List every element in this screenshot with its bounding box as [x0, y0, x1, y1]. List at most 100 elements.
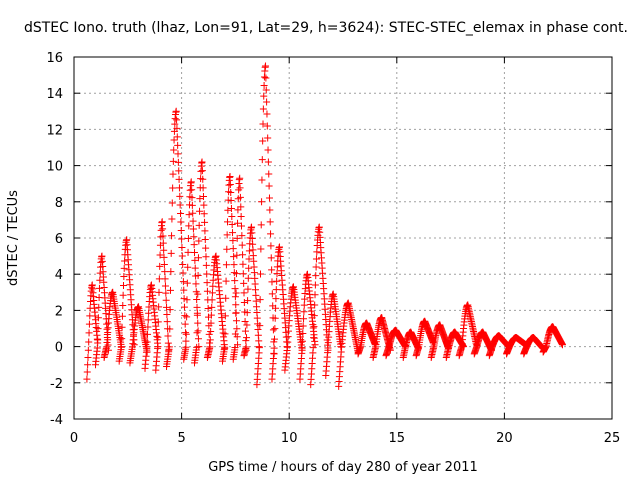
data-point — [299, 330, 307, 338]
data-point — [169, 184, 177, 192]
data-point — [192, 280, 200, 288]
data-point — [184, 263, 192, 271]
data-point — [299, 322, 307, 330]
data-point — [224, 206, 232, 214]
data-point — [169, 157, 177, 165]
data-point — [298, 337, 306, 345]
data-point — [258, 156, 266, 164]
data-point — [312, 255, 320, 263]
data-point — [240, 279, 248, 287]
data-point — [94, 336, 102, 344]
data-point — [270, 344, 278, 352]
data-point — [144, 323, 152, 331]
data-point — [236, 174, 244, 182]
data-point — [144, 330, 152, 338]
data-point — [223, 245, 231, 253]
data-point — [184, 234, 192, 242]
data-point — [224, 218, 232, 226]
data-point — [229, 229, 237, 237]
data-point — [183, 279, 191, 287]
data-point — [232, 270, 240, 278]
data-point — [245, 255, 253, 263]
data-point — [175, 167, 183, 175]
data-point — [258, 198, 266, 206]
data-point — [260, 73, 268, 81]
data-point — [180, 303, 188, 311]
data-point — [209, 282, 217, 290]
data-point — [159, 232, 167, 240]
data-point — [202, 253, 210, 261]
data-point — [260, 81, 268, 89]
y-tick-label: 16 — [46, 51, 63, 66]
data-point — [95, 284, 103, 292]
data-point — [189, 225, 197, 233]
data-point — [201, 218, 209, 226]
data-point — [164, 339, 172, 347]
data-point — [162, 296, 170, 304]
data-point — [241, 327, 249, 335]
data-point — [238, 241, 246, 249]
grid — [74, 57, 612, 419]
data-point — [266, 218, 274, 226]
data-point — [179, 261, 187, 269]
data-point — [96, 276, 104, 284]
data-point — [239, 251, 247, 259]
data-point — [168, 232, 176, 240]
y-tick-label: 0 — [55, 341, 63, 356]
data-points — [83, 62, 567, 390]
data-point — [262, 74, 270, 82]
data-point — [202, 244, 210, 252]
data-point — [170, 146, 178, 154]
data-point — [270, 335, 278, 343]
data-point — [195, 237, 203, 245]
data-point — [176, 192, 184, 200]
data-point — [84, 361, 92, 369]
data-point — [257, 245, 265, 253]
y-tick-label: 6 — [55, 232, 63, 247]
data-point — [119, 291, 127, 299]
data-point — [200, 201, 208, 209]
data-point — [177, 226, 185, 234]
x-tick-label: 15 — [389, 431, 406, 446]
data-point — [264, 134, 272, 142]
data-point — [310, 334, 318, 342]
data-point — [159, 225, 167, 233]
data-point — [121, 257, 129, 265]
data-point — [265, 194, 273, 202]
data-point — [184, 248, 192, 256]
data-point — [164, 332, 172, 340]
data-point — [238, 232, 246, 240]
data-point — [240, 289, 248, 297]
data-point — [231, 285, 239, 293]
data-point — [271, 314, 279, 322]
y-tick-label: -2 — [50, 377, 63, 392]
data-point — [177, 218, 185, 226]
data-point — [168, 199, 176, 207]
data-point — [194, 254, 202, 262]
data-point — [193, 303, 201, 311]
data-point — [199, 192, 207, 200]
data-point — [160, 253, 168, 261]
data-point — [233, 325, 241, 333]
data-point — [163, 311, 171, 319]
data-point — [222, 277, 230, 285]
data-point — [223, 231, 231, 239]
data-point — [204, 305, 212, 313]
data-point — [311, 291, 319, 299]
data-point — [312, 263, 320, 271]
data-point — [234, 206, 242, 214]
data-point — [300, 301, 308, 309]
data-point — [242, 343, 250, 351]
data-point — [230, 261, 238, 269]
data-point — [232, 317, 240, 325]
data-point — [181, 312, 189, 320]
data-point — [226, 180, 234, 188]
data-point — [176, 201, 184, 209]
data-point — [233, 251, 241, 259]
data-point — [83, 368, 91, 376]
data-point — [221, 312, 229, 320]
data-point — [268, 266, 276, 274]
data-point — [233, 234, 241, 242]
data-point — [256, 296, 264, 304]
